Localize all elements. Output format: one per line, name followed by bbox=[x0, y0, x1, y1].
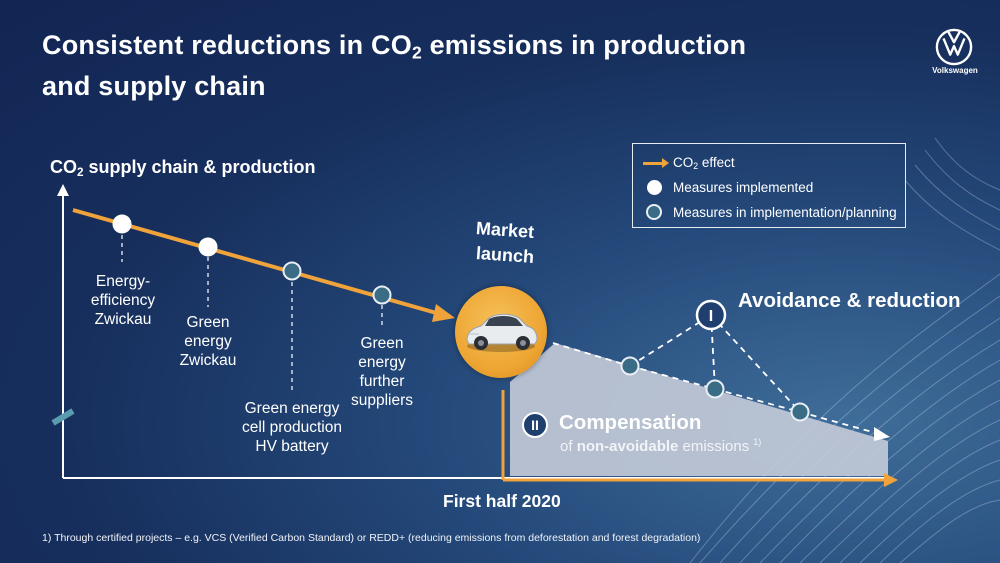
white-dot-icon bbox=[646, 179, 662, 195]
market-launch-car bbox=[455, 286, 547, 378]
legend: CO2 effect Measures implemented Measures… bbox=[632, 143, 906, 228]
compensation-badge: II bbox=[522, 412, 548, 438]
brand-name: Volkswagen bbox=[932, 66, 978, 75]
avoidance-badge-label: I bbox=[709, 308, 713, 325]
measure-dot-further-suppliers bbox=[372, 285, 392, 305]
planning-dot-1 bbox=[620, 356, 640, 376]
measure-dot-cell-production bbox=[282, 261, 302, 281]
drop-lines bbox=[121, 235, 383, 390]
compensation-title: Compensation bbox=[559, 411, 702, 434]
measure-label-green-energy-zwickau: Green energy Zwickau bbox=[179, 314, 237, 369]
avoidance-label: Avoidance & reduction bbox=[738, 289, 961, 312]
axis-break-mark bbox=[51, 408, 75, 426]
co2-effect-arrowhead bbox=[432, 304, 455, 322]
title-line-2: and supply chain bbox=[42, 71, 266, 102]
legend-implemented-label: Measures implemented bbox=[673, 179, 814, 195]
measure-label-cell-production: Green energy cell production HV battery bbox=[242, 400, 342, 455]
car-icon bbox=[466, 313, 538, 352]
vw-logo-icon bbox=[935, 28, 973, 66]
avoidance-arrowhead bbox=[874, 427, 890, 441]
page-title: Consistent reductions in CO2 emissions i… bbox=[42, 28, 746, 103]
legend-row-implemented: Measures implemented bbox=[641, 178, 813, 196]
measure-label-energy-efficiency: Energy- efficiency Zwickau bbox=[90, 273, 156, 328]
x-axis-label: First half 2020 bbox=[443, 491, 561, 511]
legend-row-co2-effect: CO2 effect bbox=[641, 154, 735, 172]
measure-label-further-suppliers: Green energy further suppliers bbox=[350, 335, 414, 409]
y-axis-title: CO2 supply chain & production bbox=[50, 157, 316, 179]
avoidance-badge bbox=[695, 299, 727, 331]
measure-dot-energy-efficiency bbox=[112, 214, 132, 234]
legend-row-planning: Measures in implementation/planning bbox=[641, 203, 897, 221]
planning-dot-2 bbox=[705, 379, 725, 399]
measure-dot-green-energy-zwickau bbox=[198, 237, 218, 257]
planning-dot-3 bbox=[790, 402, 810, 422]
legend-co2-effect-label: CO2 effect bbox=[673, 154, 735, 172]
title-line-1: Consistent reductions in CO2 emissions i… bbox=[42, 30, 747, 63]
timeline-arrowhead bbox=[884, 473, 898, 487]
legend-planning-label: Measures in implementation/planning bbox=[673, 204, 897, 220]
decorative-waves bbox=[689, 137, 1000, 563]
teal-dot-icon bbox=[646, 204, 662, 220]
y-axis-arrowhead bbox=[57, 184, 69, 196]
compensation-area bbox=[510, 343, 888, 476]
orange-arrow-icon bbox=[643, 157, 669, 168]
compensation-subtitle: of non-avoidable emissions 1) bbox=[560, 437, 762, 455]
market-launch-label: Market launch bbox=[475, 218, 535, 267]
footnote: 1) Through certified projects – e.g. VCS… bbox=[42, 532, 701, 544]
